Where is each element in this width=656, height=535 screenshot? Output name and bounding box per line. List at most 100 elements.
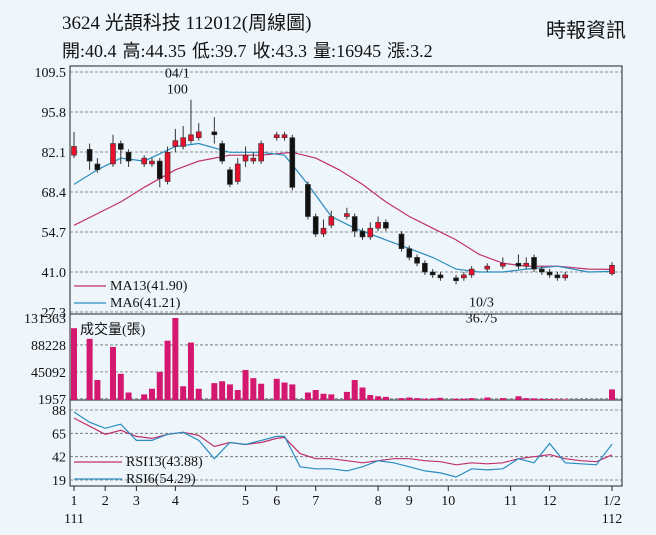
candle-body bbox=[305, 184, 311, 217]
candle-body bbox=[258, 143, 264, 162]
price-tick-label: 82.1 bbox=[42, 146, 67, 161]
candle-body bbox=[94, 163, 101, 171]
volume-bar bbox=[304, 392, 311, 400]
volume-bar bbox=[609, 389, 615, 400]
candle-body bbox=[562, 274, 569, 279]
rsi-tick-label: 65 bbox=[52, 427, 66, 442]
volume-title-bg bbox=[78, 320, 148, 338]
candle-body bbox=[110, 143, 116, 165]
candle-body bbox=[414, 257, 420, 264]
x-tick-sublabel: 112 bbox=[602, 512, 622, 527]
x-tick-label: 12 bbox=[543, 494, 557, 509]
price-annotation: 36.75 bbox=[466, 311, 498, 326]
plot-frame bbox=[69, 65, 623, 487]
volume-bar bbox=[351, 380, 358, 400]
candle-body bbox=[484, 265, 491, 270]
x-tick-label: 2 bbox=[102, 494, 109, 509]
volume-bar bbox=[195, 388, 202, 400]
candle-body bbox=[164, 151, 171, 182]
volume-bar bbox=[562, 399, 569, 400]
candle-body bbox=[219, 143, 225, 162]
price-annotation: 10/3 bbox=[469, 295, 494, 310]
rsi-tick-label: 88 bbox=[52, 404, 66, 419]
volume-bar bbox=[172, 318, 179, 400]
volume-bar bbox=[523, 398, 530, 400]
volume-bar bbox=[289, 384, 296, 400]
volume-bar bbox=[531, 398, 538, 400]
candle-body bbox=[367, 227, 374, 238]
x-tick-label: 7 bbox=[312, 494, 319, 509]
volume-bar bbox=[71, 328, 77, 400]
volume-bar bbox=[554, 399, 561, 400]
x-tick-label: 5 bbox=[242, 494, 249, 509]
quote-item: 收:43.3 bbox=[252, 41, 308, 61]
volume-bar bbox=[453, 398, 460, 400]
candle-body bbox=[344, 213, 350, 217]
volume-bar bbox=[250, 378, 257, 400]
ma13-line bbox=[73, 151, 613, 270]
candle-body bbox=[71, 146, 77, 156]
candle-body bbox=[188, 134, 194, 141]
volume-bar bbox=[343, 391, 350, 400]
volume-bar bbox=[234, 390, 241, 400]
candle-body bbox=[250, 157, 257, 162]
volume-bar bbox=[109, 346, 116, 400]
x-tick-label: 11 bbox=[504, 494, 517, 509]
candle-body bbox=[609, 264, 615, 275]
volume-title: 成交量(張) bbox=[80, 321, 146, 338]
volume-bar bbox=[226, 384, 233, 400]
candle-body bbox=[523, 262, 530, 267]
candle-body bbox=[289, 137, 296, 188]
candle-body bbox=[515, 262, 522, 267]
volume-bar bbox=[281, 382, 288, 400]
price-annotation: 04/1 bbox=[165, 67, 190, 82]
candle-body bbox=[554, 274, 561, 279]
volume-bar bbox=[320, 393, 327, 400]
volume-bar bbox=[211, 383, 218, 400]
source-label: 時報資訊 bbox=[546, 20, 626, 42]
candle-body bbox=[398, 233, 405, 249]
volume-bar bbox=[273, 378, 280, 400]
rsi-tick-label: 42 bbox=[52, 451, 66, 466]
x-tick-sublabel: 111 bbox=[64, 512, 84, 527]
volume-bar bbox=[468, 398, 475, 400]
x-tick-label: 10 bbox=[441, 494, 455, 509]
quote-item: 漲:3.2 bbox=[387, 41, 433, 61]
candle-body bbox=[461, 274, 467, 279]
quote-line: 開:40.4 高:44.35 低:39.7 收:43.3 量:16945 漲:3.2 bbox=[62, 37, 439, 63]
candle-body bbox=[125, 151, 132, 162]
candle-body bbox=[453, 277, 459, 282]
x-tick-label: 6 bbox=[273, 494, 280, 509]
x-tick-label: 4 bbox=[172, 494, 179, 509]
volume-bar bbox=[437, 397, 444, 400]
quote-item: 開:40.4 bbox=[62, 41, 117, 61]
volume-bar bbox=[382, 396, 389, 400]
volume-tick-label: 131363 bbox=[24, 312, 66, 327]
ma6-line bbox=[73, 142, 613, 273]
candle-body bbox=[281, 134, 288, 138]
candle-body bbox=[351, 216, 358, 232]
candle-body bbox=[531, 257, 537, 270]
volume-bar bbox=[164, 340, 171, 400]
volume-bar bbox=[375, 396, 382, 400]
volume-bar bbox=[429, 398, 436, 400]
volume-tick-label: 1957 bbox=[38, 393, 66, 408]
volume-bar bbox=[460, 398, 467, 400]
rsi-tick-label: 19 bbox=[52, 474, 66, 489]
quote-item: 量:16945 bbox=[313, 41, 382, 61]
rsi6-line bbox=[73, 411, 613, 478]
price-tick-label: 27.3 bbox=[42, 306, 67, 321]
candle-body bbox=[375, 222, 381, 229]
candle-body bbox=[273, 134, 280, 138]
candle-body bbox=[211, 131, 218, 136]
volume-bar bbox=[328, 394, 335, 400]
candle-body bbox=[86, 149, 93, 162]
price-tick-label: 54.7 bbox=[42, 226, 67, 241]
quote-item: 高:44.35 bbox=[122, 41, 187, 61]
volume-bar bbox=[367, 395, 374, 400]
volume-bar bbox=[515, 396, 522, 400]
candle-body bbox=[468, 268, 475, 276]
candle-body bbox=[141, 157, 147, 165]
volume-bar bbox=[187, 342, 194, 400]
